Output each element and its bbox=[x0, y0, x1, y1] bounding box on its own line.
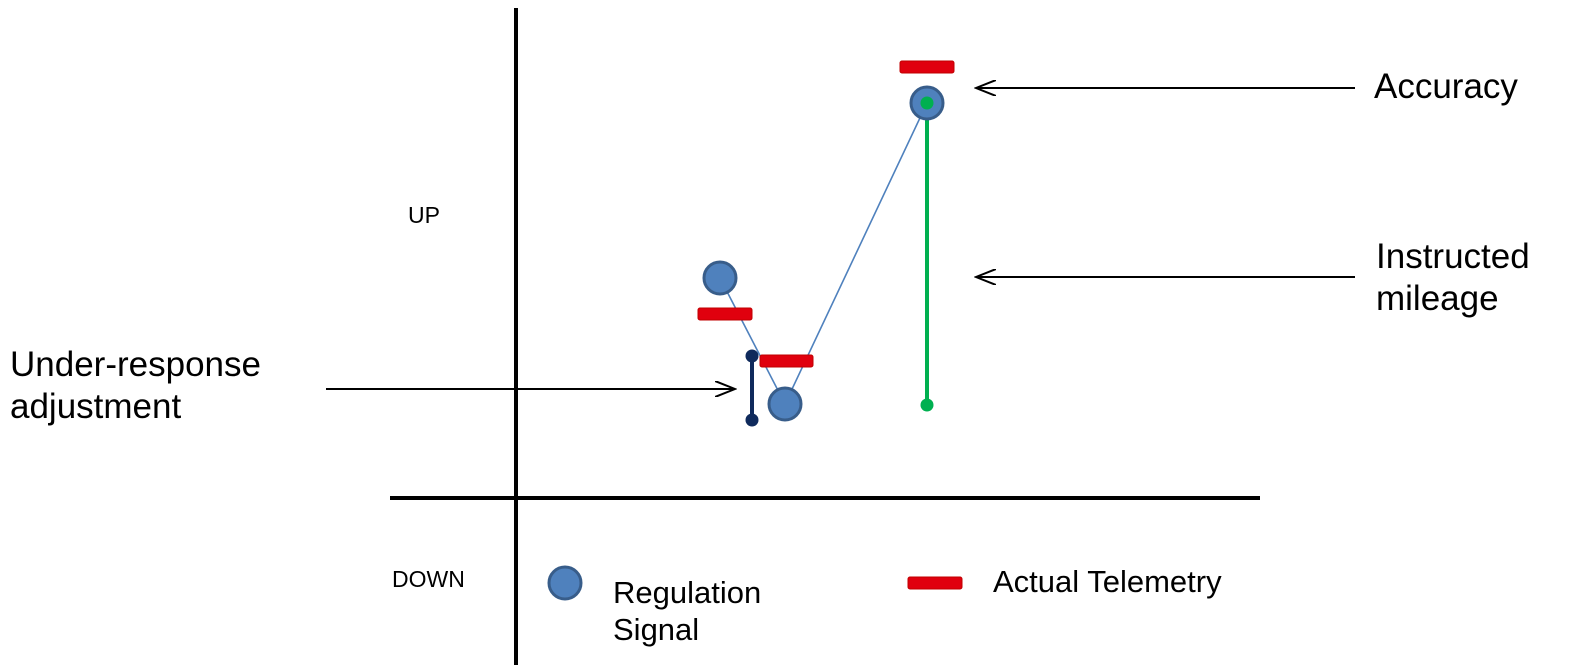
down-label: DOWN bbox=[392, 566, 465, 592]
under-response-top-dot bbox=[745, 349, 759, 363]
regulation-signal-point bbox=[767, 386, 803, 422]
legend-regulation-signal-label: Regulation Signal bbox=[613, 575, 762, 648]
legend-regulation-signal-icon bbox=[547, 565, 583, 601]
under-response-adjustment-label: Under-response adjustment bbox=[10, 345, 261, 426]
legend-actual-telemetry-icon bbox=[907, 576, 963, 590]
regulation-signal-point bbox=[702, 260, 738, 296]
actual-telemetry-marker bbox=[697, 307, 753, 321]
actual-telemetry-marker bbox=[759, 354, 814, 368]
actual-telemetry-marker bbox=[899, 60, 955, 74]
accuracy-label: Accuracy bbox=[1374, 67, 1518, 106]
up-label: UP bbox=[408, 202, 440, 228]
instructed-mileage-top-dot bbox=[920, 96, 934, 110]
instructed-mileage-bottom-dot bbox=[920, 398, 934, 412]
legend-actual-telemetry-label: Actual Telemetry bbox=[993, 564, 1222, 599]
under-response-bottom-dot bbox=[745, 413, 759, 427]
instructed-mileage-label: Instructed mileage bbox=[1376, 237, 1530, 318]
